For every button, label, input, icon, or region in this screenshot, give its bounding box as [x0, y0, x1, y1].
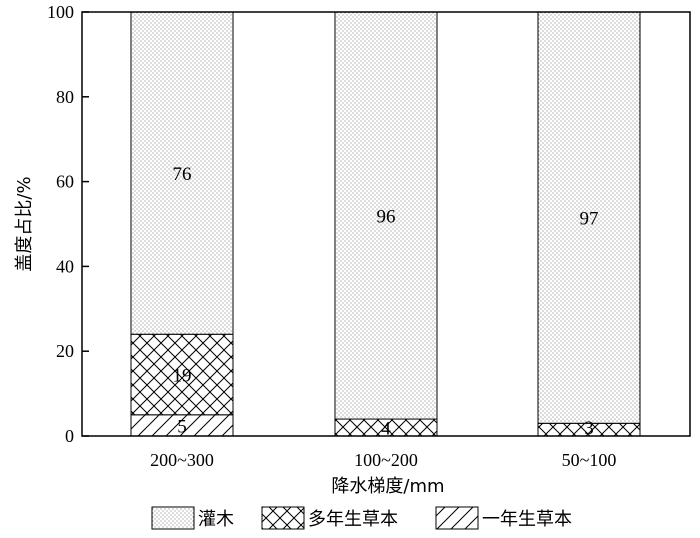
data-label: 96 [377, 207, 396, 228]
data-label: 19 [173, 366, 192, 387]
legend-swatch [151, 506, 195, 530]
data-label: 4 [381, 419, 391, 440]
data-label: 5 [177, 416, 187, 437]
legend-label: 多年生草本 [308, 509, 398, 530]
x-axis: 200~300 100~200 50~100 [150, 450, 616, 470]
bar-segment [334, 11, 438, 420]
y-axis: 0 20 40 60 80 100 [47, 2, 89, 446]
y-tick-label: 0 [65, 426, 74, 446]
x-axis-title: 降水梯度/mm [331, 476, 444, 497]
data-label: 3 [584, 418, 594, 439]
x-tick-label: 50~100 [562, 450, 617, 470]
legend-swatch [261, 506, 305, 530]
legend-label: 一年生草本 [482, 509, 572, 530]
data-label: 76 [173, 164, 192, 185]
y-tick-label: 40 [56, 256, 74, 276]
y-tick-label: 20 [56, 341, 74, 361]
data-label-group: 5 19 76 4 96 3 97 [173, 164, 599, 439]
x-tick-label: 100~200 [354, 450, 418, 470]
legend-swatch [435, 506, 479, 530]
y-tick-label: 100 [47, 2, 74, 22]
bar-segment [130, 333, 234, 416]
y-axis-title: 盖度占比/% [14, 176, 35, 271]
plot-frame [81, 11, 691, 437]
data-label: 97 [580, 209, 599, 230]
bar-segment [537, 11, 641, 424]
x-tick-label: 200~300 [150, 450, 214, 470]
legend: 灌木 多年生草本 一年生草本 [151, 506, 572, 530]
bar-group [130, 11, 641, 437]
y-tick-label: 60 [56, 172, 74, 192]
legend-label: 灌木 [198, 509, 234, 530]
y-tick-label: 80 [56, 87, 74, 107]
